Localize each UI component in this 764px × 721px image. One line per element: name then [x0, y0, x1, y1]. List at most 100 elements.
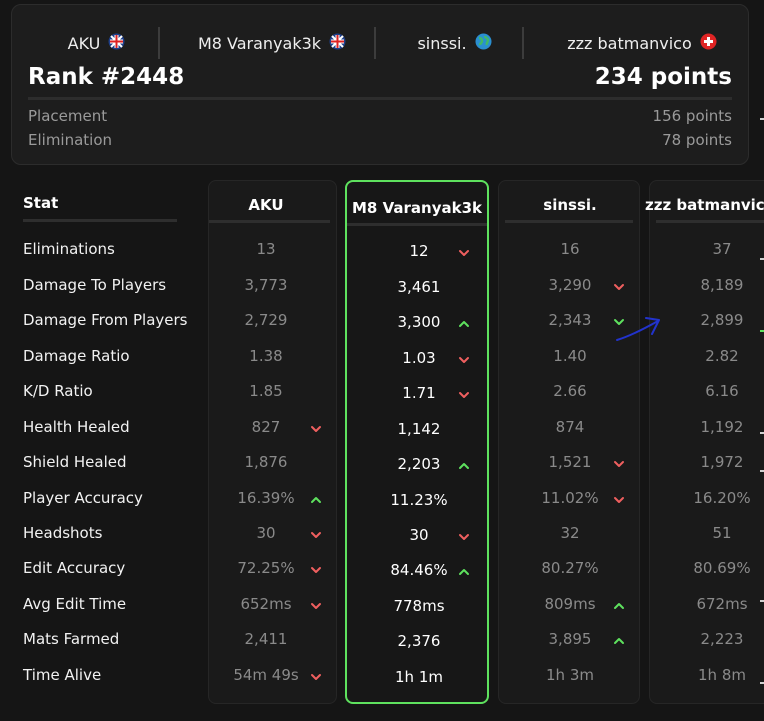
- chevron-up-icon: [459, 463, 469, 469]
- stat-value: 2,343: [548, 311, 592, 329]
- stat-label-shield-healed: Shield Healed: [23, 453, 127, 471]
- divider: [505, 220, 633, 223]
- chevron-down-icon: [459, 357, 469, 363]
- stat-value: 2,729: [244, 311, 288, 329]
- stat-value: 16.20%: [693, 489, 751, 507]
- stat-value: 672ms: [696, 595, 748, 613]
- chevron-down-icon: [459, 250, 469, 256]
- stat-label-mats-farmed: Mats Farmed: [23, 630, 120, 648]
- column-header[interactable]: M8 Varanyak3k: [352, 199, 482, 217]
- uk-flag-icon: [108, 33, 125, 54]
- stat-value: 80.69%: [693, 559, 751, 577]
- stat-value: 1.85: [249, 382, 283, 400]
- stat-value: 72.25%: [237, 559, 295, 577]
- stat-value: 1.38: [249, 347, 283, 365]
- stat-value: 16: [560, 240, 580, 258]
- stat-label-k-d-ratio: K/D Ratio: [23, 382, 93, 400]
- stat-value: 1.40: [553, 347, 587, 365]
- stat-value: 16.39%: [237, 489, 295, 507]
- chevron-down-icon: [614, 497, 624, 503]
- stat-label-headshots: Headshots: [23, 524, 103, 542]
- player-name: M8 Varanyak3k: [197, 33, 322, 53]
- chevron-down-icon: [311, 603, 321, 609]
- stat-value: 6.16: [705, 382, 739, 400]
- stat-value: 1,521: [548, 453, 592, 471]
- stat-label-eliminations: Eliminations: [23, 240, 115, 258]
- stat-value: 32: [560, 524, 580, 542]
- stat-value: 2,376: [397, 632, 441, 650]
- stat-value: 827: [251, 418, 281, 436]
- chevron-down-icon: [311, 426, 321, 432]
- stat-value: 1.71: [402, 384, 436, 402]
- chevron-down-icon: [311, 532, 321, 538]
- column-header[interactable]: zzz batmanvico: [645, 196, 764, 214]
- chevron-up-icon: [459, 321, 469, 327]
- stat-label-damage-ratio: Damage Ratio: [23, 347, 130, 365]
- chevron-up-icon: [459, 569, 469, 575]
- chevron-down-icon: [459, 534, 469, 540]
- stat-value: 54m 49s: [233, 666, 299, 684]
- stat-value: 2,411: [244, 630, 288, 648]
- player-column-m8-varanyak3k-highlighted: M8 Varanyak3k 12 3,461 3,300 1.03 1.71 1,142 2,…: [345, 180, 489, 704]
- stat-value: 2,899: [700, 311, 744, 329]
- stat-value: 11.02%: [541, 489, 599, 507]
- team-points: 234 points: [594, 64, 732, 90]
- stat-value: 3,895: [548, 630, 592, 648]
- globe-icon: [475, 33, 492, 54]
- player-column-sinssi: sinssi. 16 3,290 2,343 1.40 2.66 874 1,521 11.02…: [498, 180, 640, 704]
- stat-value: 778ms: [393, 597, 445, 615]
- stat-value: 8,189: [700, 276, 744, 294]
- stat-label-avg-edit-time: Avg Edit Time: [23, 595, 127, 613]
- stat-value: 2.82: [705, 347, 739, 365]
- column-header[interactable]: AKU: [248, 196, 284, 214]
- team-rank: Rank #2448: [28, 64, 185, 90]
- divider: [28, 97, 732, 100]
- stat-value: 11.23%: [390, 491, 448, 509]
- team-card: AKU M8 Varanyak3k sinssi. zzz batmanvico: [11, 4, 749, 165]
- stat-value: 1h 3m: [546, 666, 594, 684]
- stat-label-damage-from-players: Damage From Players: [23, 311, 188, 329]
- stat-value: 3,300: [397, 313, 441, 331]
- elimination-label: Elimination: [28, 131, 113, 149]
- stat-value: 12: [409, 242, 429, 260]
- stat-value: 2.66: [553, 382, 587, 400]
- stat-value: 3,290: [548, 276, 592, 294]
- stat-value: 30: [256, 524, 276, 542]
- divider: [209, 220, 330, 223]
- column-header[interactable]: sinssi.: [543, 196, 597, 214]
- stat-value: 1,972: [700, 453, 744, 471]
- player-name: sinssi.: [417, 33, 467, 53]
- stat-value: 652ms: [240, 595, 292, 613]
- player-aku[interactable]: AKU: [34, 25, 159, 61]
- player-column-zzz-batmanvico: zzz batmanvico 37 8,189 2,899 2.82 6.16 1,192 1…: [645, 180, 764, 704]
- stat-value: 809ms: [544, 595, 596, 613]
- chevron-up-icon: [614, 638, 624, 644]
- chevron-down-icon: [614, 461, 624, 467]
- player-sinssi[interactable]: sinssi.: [387, 25, 522, 61]
- uk-flag-icon: [329, 33, 346, 54]
- stat-value: 1h 8m: [698, 666, 746, 684]
- stat-label-time-alive: Time Alive: [23, 666, 102, 684]
- chevron-up-icon: [311, 497, 321, 503]
- player-name: AKU: [67, 33, 101, 53]
- chevron-down-icon: [614, 319, 624, 325]
- stat-value: 2,223: [700, 630, 744, 648]
- player-zzz-batmanvico[interactable]: zzz batmanvico: [537, 25, 747, 61]
- stat-value: 874: [555, 418, 585, 436]
- stat-value: 30: [409, 526, 429, 544]
- stat-value: 13: [256, 240, 276, 258]
- divider: [347, 223, 487, 226]
- stat-value: 51: [712, 524, 732, 542]
- player-column-aku: AKU 13 3,773 2,729 1.38 1.85 827 1,876 16.39% 30 7…: [208, 180, 337, 704]
- stat-value: 3,773: [244, 276, 288, 294]
- player-m8-varanyak3k[interactable]: M8 Varanyak3k: [172, 25, 372, 61]
- stat-value: 3,461: [397, 278, 441, 296]
- divider: [158, 27, 160, 59]
- player-row: AKU M8 Varanyak3k sinssi. zzz batmanvico: [12, 25, 750, 61]
- stat-label-player-accuracy: Player Accuracy: [23, 489, 143, 507]
- stat-label-edit-accuracy: Edit Accuracy: [23, 559, 126, 577]
- stat-label-damage-to-players: Damage To Players: [23, 276, 167, 294]
- stat-value: 80.27%: [541, 559, 599, 577]
- stat-value: 84.46%: [390, 561, 448, 579]
- placement-value: 156 points: [652, 107, 732, 125]
